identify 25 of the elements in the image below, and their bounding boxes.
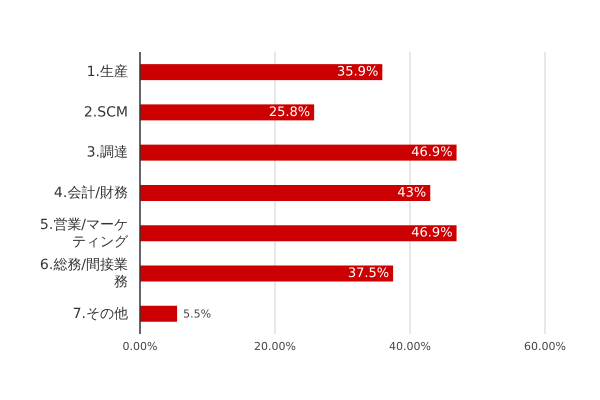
bar [140,144,457,161]
y-tick-label: 4.会計/財務 [54,185,128,201]
bar [140,306,178,322]
data-label: 25.8% [268,104,310,120]
bar [140,225,457,242]
data-label: 46.9% [411,145,453,160]
x-tick-label: 40.00% [389,340,431,353]
y-tick-label: 2.SCM [84,104,128,120]
data-label: 35.9% [337,64,378,80]
data-label: 43% [397,185,426,200]
bar [140,64,382,80]
y-tick-label: 7.その他 [72,306,128,322]
x-tick-label: 20.00% [254,340,296,353]
bar [140,184,430,201]
data-label: 5.5% [183,307,212,320]
y-tick-label: 1.生産 [86,64,128,80]
y-tick-label: 5.営業/マーケティング [40,216,129,250]
data-label: 37.5% [348,266,390,282]
bar [140,104,314,120]
data-label: 46.9% [411,226,453,241]
y-tick-label: 3.調達 [86,144,128,161]
bar [140,266,394,282]
x-tick-label: 60.00% [524,340,566,353]
y-tick-label: 6.総務/間接業務 [40,257,128,290]
x-tick-label: 0.00% [122,340,158,353]
